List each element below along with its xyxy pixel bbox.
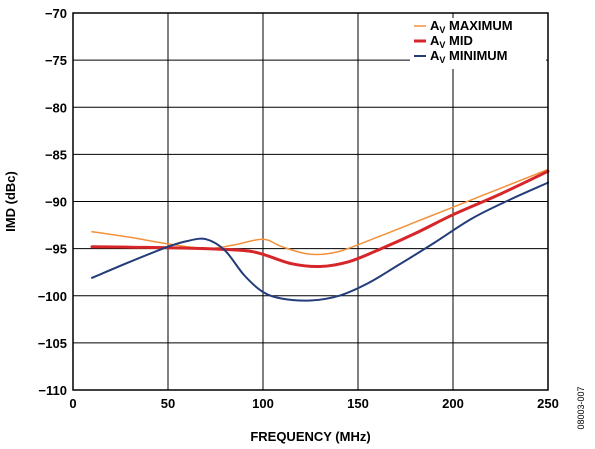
x-tick-label: 100	[252, 396, 274, 411]
legend-label-suffix: MAXIMUM	[445, 18, 512, 33]
legend-label: AV MID	[430, 33, 473, 50]
legend-label-suffix: MINIMUM	[445, 48, 507, 63]
x-tick-label: 50	[161, 396, 175, 411]
figure-id: 08003-007	[576, 386, 586, 429]
y-tick-label: −95	[45, 242, 67, 257]
legend-label-subscript: V	[439, 25, 445, 35]
legend-label: AV MAXIMUM	[430, 18, 513, 35]
series-line-av-mid	[90, 169, 550, 269]
legend-label-subscript: V	[439, 40, 445, 50]
legend-label: AV MINIMUM	[430, 48, 508, 65]
y-axis-title: IMD (dBc)	[3, 171, 18, 232]
legend-item-av-maximum: AV MAXIMUM	[414, 18, 513, 35]
series-line-av-maximum	[91, 168, 549, 256]
tick-labels: 0 50 100 150 200 250 −110 −105 −100 −95 −90 −85 −80 −…	[38, 6, 559, 411]
series-line-av-minimum	[91, 181, 549, 302]
y-tick-label: −90	[45, 195, 67, 210]
x-axis-title: FREQUENCY (MHz)	[250, 429, 370, 444]
x-tick-label: 200	[442, 396, 464, 411]
plot-frame	[72, 12, 549, 391]
y-tick-label: −100	[38, 289, 67, 304]
y-tick-label: −110	[38, 383, 67, 398]
legend-label-main: A	[430, 18, 440, 33]
legend-label-main: A	[430, 48, 440, 63]
y-tick-label: −80	[45, 100, 67, 115]
grid	[73, 13, 548, 390]
y-tick-label: −105	[38, 336, 67, 351]
legend-background	[410, 18, 546, 69]
y-tick-label: −85	[45, 147, 67, 162]
x-tick-label: 150	[347, 396, 369, 411]
x-tick-label: 250	[537, 396, 559, 411]
legend-item-av-minimum: AV MINIMUM	[414, 48, 508, 65]
legend-item-av-mid: AV MID	[414, 33, 473, 50]
y-tick-label: −70	[45, 6, 67, 21]
y-tick-label: −75	[45, 53, 67, 68]
legend-label-suffix: MID	[445, 33, 472, 48]
series-lines	[90, 168, 550, 302]
x-tick-label: 0	[69, 396, 76, 411]
legend-label-main: A	[430, 33, 440, 48]
legend-label-subscript: V	[439, 55, 445, 65]
